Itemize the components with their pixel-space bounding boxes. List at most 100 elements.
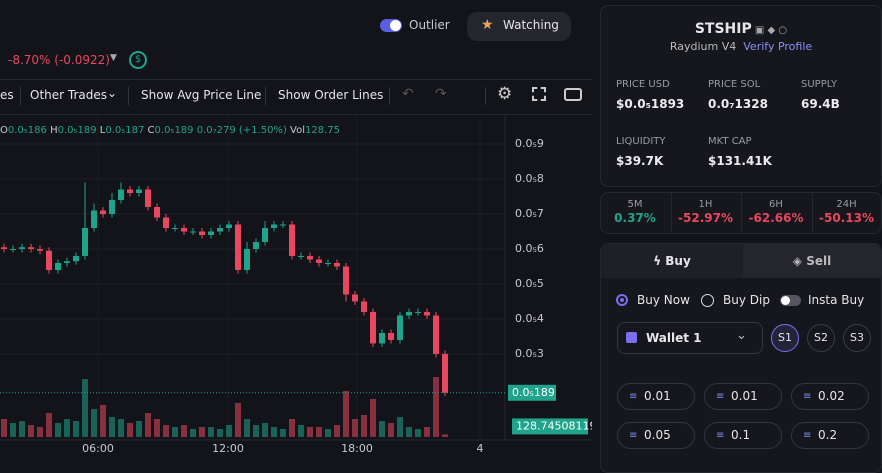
candle-body bbox=[181, 227, 187, 232]
caret[interactable]: ▼ bbox=[110, 53, 117, 63]
value: 0.0₇279 (+1.50%) bbox=[196, 125, 287, 136]
volume-bar bbox=[19, 421, 25, 437]
price-chart: 0.0₅9 0.0₅8 0.0₅7 0.0₅6 0.0₅5 0.0₅4 0.0₅3 06:00… bbox=[0, 115, 592, 455]
settings-icon[interactable]: ⚙ bbox=[497, 84, 513, 104]
preset-button[interactable]: S3 bbox=[843, 324, 871, 352]
candle-body bbox=[316, 259, 322, 263]
radio-selected[interactable] bbox=[616, 294, 628, 306]
volume-bar bbox=[127, 423, 133, 437]
radio[interactable] bbox=[701, 294, 714, 307]
candle-body bbox=[298, 255, 304, 257]
separator bbox=[741, 193, 742, 233]
candle-body bbox=[1, 247, 7, 249]
x-tick-label: 18:00 bbox=[341, 442, 373, 455]
buy-tab[interactable]: ϟ Buy bbox=[601, 244, 743, 278]
amount-button[interactable]: 0.2 bbox=[791, 422, 869, 449]
candle-body bbox=[19, 247, 25, 249]
timeframe-value: -62.66% bbox=[748, 211, 804, 225]
price-change: -8.70% (-0.0922) bbox=[8, 53, 110, 67]
candle-body bbox=[370, 311, 376, 344]
candle-body bbox=[145, 189, 151, 208]
volume-bar bbox=[289, 419, 295, 437]
separator bbox=[670, 193, 672, 233]
candle-body bbox=[424, 311, 430, 316]
y-tick-label: 0.0₅4 bbox=[515, 312, 544, 325]
key: H bbox=[50, 125, 58, 136]
candle-body bbox=[154, 207, 160, 218]
volume-bar bbox=[415, 429, 421, 437]
undo-icon[interactable]: ↶ bbox=[402, 86, 414, 102]
volume-bar bbox=[424, 427, 430, 437]
x-tick-label: 4 bbox=[477, 442, 484, 455]
preset-button[interactable]: S2 bbox=[807, 324, 835, 352]
volume-bar bbox=[100, 405, 106, 437]
toolbar-item[interactable]: es bbox=[0, 88, 14, 102]
candle-body bbox=[226, 224, 232, 228]
candle-body bbox=[163, 217, 169, 228]
stat-value: 0.0₇1328 bbox=[708, 97, 768, 111]
candle-body bbox=[253, 241, 259, 249]
volume-bar bbox=[163, 425, 169, 437]
amount-button[interactable]: 0.01 bbox=[617, 383, 695, 410]
candle-body bbox=[100, 210, 106, 215]
amount-button[interactable]: 0.01 bbox=[704, 383, 782, 410]
toggle[interactable] bbox=[380, 19, 402, 32]
candle-body bbox=[118, 189, 124, 201]
currency-icon[interactable]: $ bbox=[129, 51, 147, 69]
token-sub: Raydium V4 Verify Profile bbox=[600, 40, 882, 53]
watch-label: Watching bbox=[503, 18, 559, 32]
volume-bar bbox=[334, 425, 340, 437]
volume-bar bbox=[154, 419, 160, 437]
volume-bar bbox=[244, 419, 250, 437]
separator bbox=[485, 87, 486, 105]
timeframe-value: -52.97% bbox=[678, 211, 733, 225]
redo-icon[interactable]: ↷ bbox=[435, 86, 447, 102]
timeframe-value: -50.13% bbox=[819, 211, 874, 225]
candle-body bbox=[280, 224, 286, 226]
volume-bar bbox=[10, 423, 16, 437]
y-tick-label: 0.0₅6 bbox=[515, 242, 544, 255]
sell-tab[interactable]: ◈ Sell bbox=[743, 244, 881, 278]
key: L bbox=[99, 125, 106, 136]
toolbar-item[interactable]: Show Order Lines bbox=[278, 88, 384, 102]
stat-label: LIQUIDITY bbox=[616, 136, 666, 147]
timeframe-label: 6H bbox=[769, 199, 783, 210]
stat-label: SUPPLY bbox=[801, 79, 838, 90]
candle-body bbox=[397, 315, 403, 340]
candle-body bbox=[406, 311, 412, 316]
y-tick-label: 0.0₅8 bbox=[515, 172, 544, 185]
volume-bar bbox=[316, 427, 322, 437]
toolbar-item[interactable]: Other Trades bbox=[30, 88, 107, 102]
stat-label: PRICE USD bbox=[616, 79, 670, 90]
toggle[interactable] bbox=[780, 295, 801, 306]
camera-icon[interactable] bbox=[564, 88, 582, 101]
volume-bar bbox=[280, 429, 286, 437]
candle-body bbox=[91, 210, 97, 228]
tab-label: Sell bbox=[806, 254, 832, 268]
candle-body bbox=[64, 261, 70, 263]
wallet-select[interactable]: Wallet 1 ⌄ bbox=[617, 322, 763, 354]
amount-button[interactable]: 0.1 bbox=[704, 422, 782, 449]
volume-bar bbox=[181, 425, 187, 437]
volume-bar bbox=[217, 429, 223, 437]
toolbar-item[interactable]: Show Avg Price Line bbox=[141, 88, 262, 102]
toggle-label: Outlier bbox=[409, 18, 450, 32]
amount-button[interactable]: 0.02 bbox=[791, 383, 869, 410]
volume-bar bbox=[118, 419, 124, 437]
watch-button[interactable]: ★ Watching bbox=[467, 12, 571, 41]
mode-label: Buy Now bbox=[637, 293, 690, 307]
candle-body bbox=[55, 262, 61, 270]
amount-button[interactable]: 0.05 bbox=[617, 422, 695, 449]
verify-link[interactable]: Verify Profile bbox=[743, 40, 813, 53]
candle-body bbox=[127, 189, 133, 194]
separator bbox=[128, 87, 129, 105]
volume-bar bbox=[28, 425, 34, 437]
volume-bar bbox=[370, 399, 376, 437]
separator bbox=[389, 87, 390, 105]
preset-button[interactable]: S1 bbox=[771, 324, 799, 352]
volume-bar bbox=[352, 419, 358, 437]
fullscreen-icon[interactable] bbox=[532, 87, 546, 101]
candle-body bbox=[172, 227, 178, 229]
candle-body bbox=[361, 301, 367, 312]
candle-body bbox=[352, 294, 358, 302]
